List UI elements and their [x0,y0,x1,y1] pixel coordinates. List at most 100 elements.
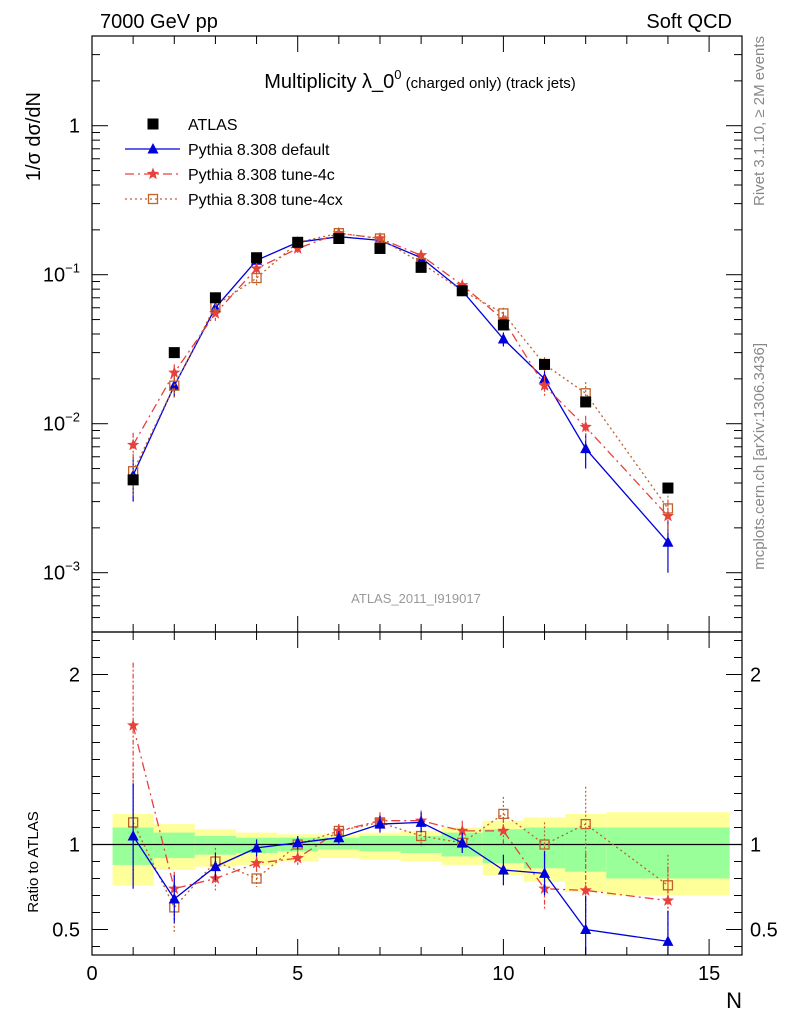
main-ytick-label: 10−1 [43,261,80,287]
ratio-point-default [292,836,304,848]
ratio-band-inner [153,832,195,859]
x-axis-label: N [726,988,742,1013]
legend-marker-tune4cx [147,193,159,205]
side-label-rivet: Rivet 3.1.10, ≥ 2M events [751,36,768,206]
chart-title: Multiplicity λ_00 (charged only) (track … [264,67,576,93]
main-series-atlas [127,232,674,494]
main-point-atlas [292,236,304,248]
ratio-panel: 0.5 0.5 1 1 2 2 0 5 10 15 Ratio to ATLAS N [25,631,778,1013]
main-ytick-label: 10−2 [43,410,80,436]
x-tick-label: 15 [698,963,720,985]
ratio-point-tune4c [291,851,304,864]
main-point-default [580,442,592,454]
legend-label-tune4cx: Pythia 8.308 tune-4cx [188,192,343,209]
main-point-tune4cx [251,272,262,284]
main-point-atlas [209,292,221,304]
main-point-tune4c [661,509,675,522]
ratio-point-tune4c [250,856,263,869]
main-point-tune4c [456,278,469,291]
ratio-point-tune4cx [251,873,262,884]
legend-marker-default [147,143,159,154]
main-point-tune4c [332,226,345,239]
ratio-point-default [497,864,509,875]
ratio-ytick-label: 0.5 [52,920,80,942]
main-point-atlas [168,347,180,359]
main-point-tune4c [414,248,428,261]
x-tick-label: 10 [492,963,514,985]
main-point-tune4c [291,242,304,254]
x-tick-label: 0 [86,963,97,985]
main-point-atlas [333,232,345,244]
main-point-tune4cx [662,503,674,514]
main-line-tune4cx [132,232,669,509]
header-right: Soft QCD [646,11,732,33]
ratio-point-default [333,831,345,843]
analysis-watermark: ATLAS_2011_I919017 [351,591,481,606]
chart-title-main: Multiplicity λ_0 [264,71,394,93]
chart-title-sup: 0 [394,67,401,82]
main-line-default [132,236,669,543]
legend-label-tune4c: Pythia 8.308 tune-4c [188,167,335,184]
ratio-point-default [168,892,180,904]
ratio-point-tune4cx [539,839,550,850]
x-tick-label: 5 [292,963,303,985]
chart-title-rest: (charged only) (track jets) [402,75,576,92]
legend-label-atlas: ATLAS [188,117,238,134]
main-panel: 10−3 10−2 10−1 1 ATLAS_2011_I919017 Multipl… [23,35,743,633]
ratio-point-default [374,818,386,829]
ratio-point-default [580,923,592,934]
ratio-point-default [415,816,427,827]
main-series-tune4cx [127,228,674,532]
main-point-tune4c [538,379,551,391]
main-point-atlas [497,319,509,331]
ratio-series-tune4c [127,662,675,935]
side-label-mcplots: mcplots.cern.ch [arXiv:1306.3436] [751,343,768,570]
ratio-ytick-label-right: 1 [750,835,761,857]
main-point-default [497,333,509,344]
main-point-atlas [251,252,263,264]
main-point-tune4c [127,438,140,451]
main-point-atlas [580,396,592,408]
ratio-point-tune4c [332,824,345,837]
ratio-point-tune4c [456,824,469,837]
main-point-tune4c [373,232,387,244]
main-series-tune4c [127,226,675,535]
legend-marker-tune4c [146,167,160,180]
main-series-default [127,230,674,573]
y-axis-label-main: 1/σ dσ/dN [23,92,45,181]
main-point-atlas [127,474,139,486]
ratio-frame [91,631,743,956]
main-point-atlas [539,358,551,370]
main-point-atlas [662,482,674,494]
ratio-ytick-label: 1 [69,835,80,857]
legend: ATLAS Pythia 8.308 default Pythia 8.308 tu… [125,117,343,209]
ratio-ytick-label: 2 [69,665,80,687]
ratio-ytick-label-right: 2 [750,665,761,687]
ratio-band-inner [194,836,236,855]
main-point-atlas [456,285,468,297]
main-point-atlas [415,261,427,273]
y-axis-label-ratio: Ratio to ATLAS [25,811,42,912]
main-ytick-label: 10−3 [43,559,80,585]
main-point-tune4c [209,306,222,319]
main-series-group [127,226,675,573]
main-point-tune4c [168,366,181,378]
main-point-default [662,536,674,547]
ratio-point-default [127,830,139,841]
ratio-point-tune4c [661,894,675,906]
main-point-tune4c [497,313,510,325]
ratio-point-default [662,935,674,946]
main-axes: 10−3 10−2 10−1 1 [43,35,743,633]
main-point-tune4c [579,420,592,433]
ratio-axes: 0.5 0.5 1 1 2 2 0 5 10 15 [52,631,778,985]
ratio-band-inner [359,836,401,852]
main-point-tune4c [250,262,263,274]
header-left: 7000 GeV pp [100,11,218,33]
main-point-tune4cx [498,308,509,319]
legend-marker-atlas [147,118,159,130]
ratio-point-default [539,867,551,878]
ratio-ytick-label-right: 0.5 [750,920,778,942]
ratio-point-tune4cx [580,818,591,830]
ratio-series-group [127,662,675,955]
